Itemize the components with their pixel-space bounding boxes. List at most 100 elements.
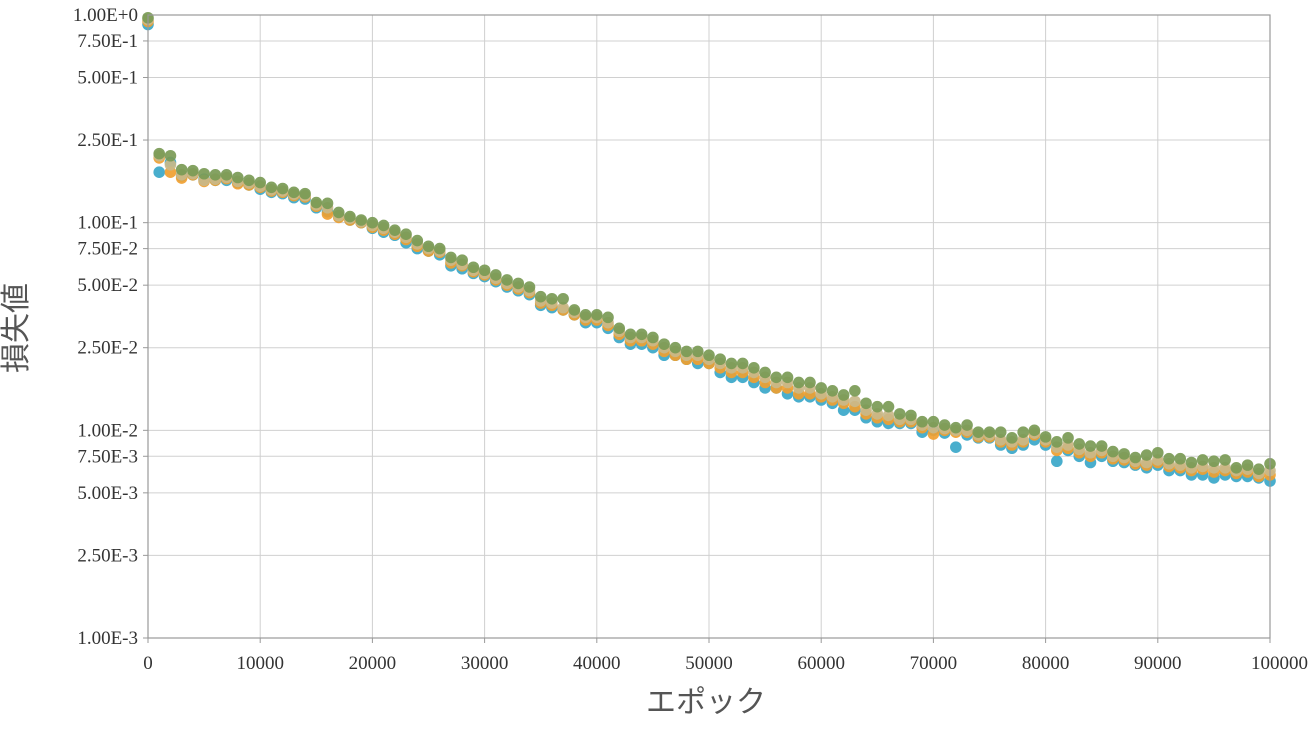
data-point [400,228,412,240]
y-tick-label: 7.50E-3 [77,446,138,467]
data-point [624,328,637,341]
data-point [265,181,278,194]
data-point [153,166,166,178]
data-point [1163,452,1175,465]
data-point [231,171,244,184]
data-point [568,304,581,316]
data-point [1196,454,1209,466]
y-tick-label: 2.50E-3 [77,545,138,566]
y-tick-label: 7.50E-2 [77,239,138,260]
data-point [759,366,771,379]
plot-frame [147,14,1271,639]
data-point [736,357,749,370]
data-point [175,163,188,176]
data-point [647,331,659,344]
data-point [557,301,569,314]
data-point [478,264,491,277]
x-tick-label: 0 [143,653,153,674]
y-tick-label: 1.00E-2 [77,420,138,441]
data-point [220,169,233,181]
data-point [1152,446,1164,459]
data-point [1230,462,1243,474]
y-tick-label: 5.00E-1 [77,68,138,89]
data-point [1039,431,1052,443]
data-point [1174,452,1187,465]
data-point [1073,438,1086,450]
y-tick-label: 1.00E-3 [77,628,138,649]
data-point [254,176,266,189]
data-point [893,408,906,420]
data-point [1095,440,1108,452]
data-point [411,234,424,247]
data-point [1051,436,1063,448]
y-tick-label: 5.00E-3 [77,483,138,504]
data-point [332,206,345,219]
data-point [1219,454,1231,466]
data-point [546,292,558,305]
data-point [972,426,985,438]
y-tick-label: 2.50E-1 [77,130,138,151]
data-point [1017,426,1029,438]
data-point [209,169,222,181]
data-point [467,261,480,274]
data-point [927,415,940,428]
data-point [1252,463,1265,475]
x-tick-label: 100000 [1251,653,1308,674]
x-tick-label: 40000 [573,653,621,674]
data-point [1129,451,1142,464]
data-point [602,311,614,324]
data-point [950,441,962,453]
data-point [456,254,468,266]
data-point [994,426,1007,438]
data-point [613,322,626,335]
y-axis-title: 損失値 [0,283,34,373]
data-point [153,147,166,160]
data-point [950,421,962,434]
data-point [389,224,401,236]
data-point [198,167,210,180]
x-tick-labels: 0 10000 20000 30000 40000 50000 60000 70000 8000… [143,653,1308,674]
x-tick-label: 70000 [910,653,958,674]
data-point [523,281,536,293]
y-tick-label: 5.00E-2 [77,275,138,296]
data-point [871,400,884,413]
data-point [849,385,861,397]
data-point [1006,432,1018,444]
data-point [703,349,715,362]
data-point [837,389,850,401]
data-point [377,219,390,232]
data-point [433,242,446,255]
y-tick-label: 1.00E-1 [77,213,138,234]
y-tick-label: 7.50E-1 [77,31,138,52]
data-point [164,149,177,162]
data-point [355,214,367,226]
series-3 [142,11,1276,475]
data-point [1140,449,1153,461]
data-point [321,197,334,210]
data-point [1208,455,1220,468]
data-point [445,251,457,264]
x-tick-label: 10000 [236,653,284,674]
data-point [792,376,805,389]
data-point [1084,440,1097,452]
data-point [243,174,255,187]
data-point [882,409,895,422]
data-point [781,371,794,384]
data-point [669,341,682,354]
data-point [938,419,951,431]
data-point [815,382,827,394]
x-tick-label: 90000 [1134,653,1182,674]
data-point [557,292,569,305]
data-point [366,216,379,229]
data-point [187,164,199,177]
x-tick-label: 30000 [461,653,509,674]
data-point [725,357,738,370]
data-point [501,274,513,286]
data-point [490,269,502,281]
data-point [579,309,592,321]
y-tick-label: 1.00E+0 [73,5,138,26]
data-point [288,186,300,199]
data-point [1185,456,1198,469]
data-point [905,409,917,422]
data-point [1028,424,1041,437]
